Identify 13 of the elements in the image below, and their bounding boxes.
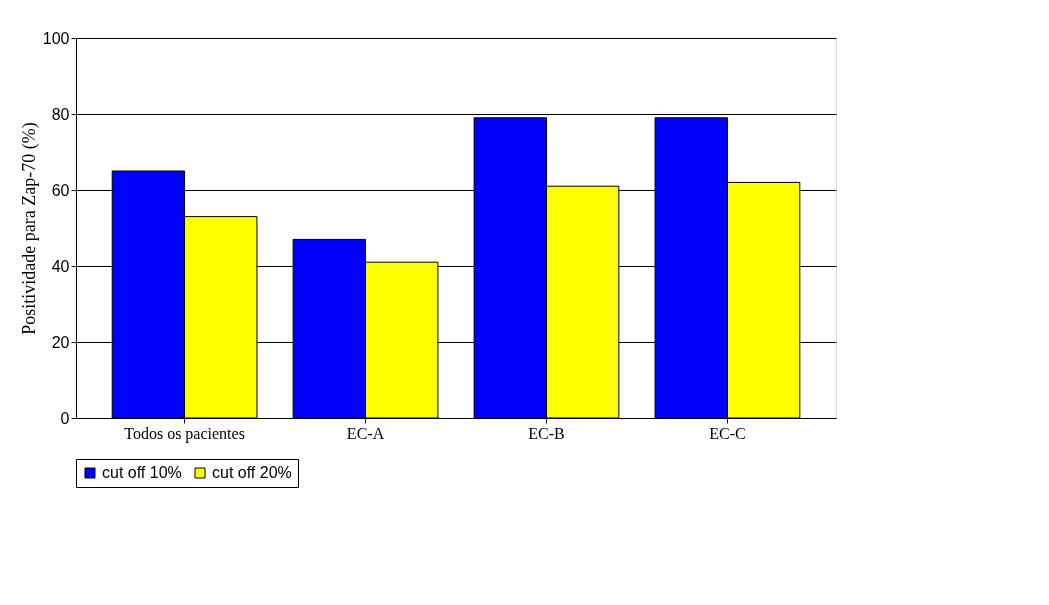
legend-label: cut off 20% xyxy=(212,464,292,481)
y-tick-label: 100 xyxy=(42,29,70,47)
x-tick-label: EC-B xyxy=(528,424,565,442)
y-tick-label: 20 xyxy=(51,333,70,351)
y-tick-label: 60 xyxy=(51,181,70,199)
y-tick-label: 80 xyxy=(51,105,70,123)
y-tick-label: 40 xyxy=(51,257,70,275)
legend-label: cut off 10% xyxy=(102,464,182,481)
x-tick-label: Todos os pacientes xyxy=(124,424,245,443)
x-tick-label: EC-A xyxy=(346,424,385,442)
x-tick-label: EC-C xyxy=(709,424,746,442)
y-tick-label: 0 xyxy=(60,409,70,427)
y-axis-title: Positividade para Zap-70 (%) xyxy=(18,122,40,335)
